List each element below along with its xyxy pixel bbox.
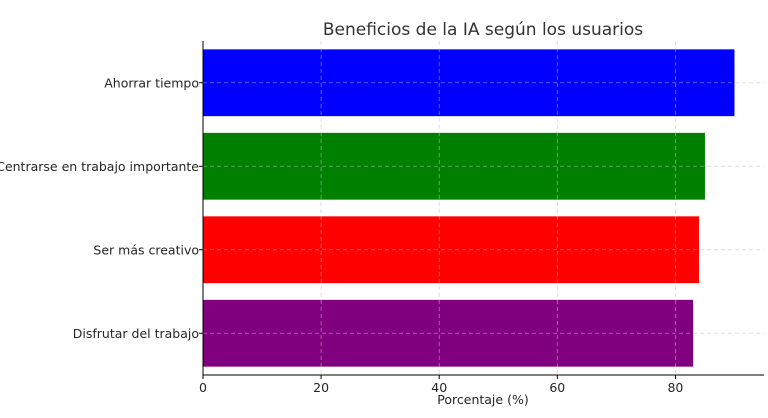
category-label: Ser más creativo xyxy=(93,242,199,257)
x-tick-label: 20 xyxy=(313,380,329,395)
x-axis-title: Porcentaje (%) xyxy=(437,392,528,407)
x-tick-label: 40 xyxy=(431,380,447,395)
bar xyxy=(203,132,705,200)
axes xyxy=(202,41,764,376)
x-ticks: 0 20 40 60 80 xyxy=(199,375,683,395)
category-label: Disfrutar del trabajo xyxy=(73,326,199,341)
chart-title: Beneficios de la IA según los usuarios xyxy=(323,20,643,40)
x-tick-label: 0 xyxy=(199,380,207,395)
x-tick-label: 80 xyxy=(667,380,683,395)
bars xyxy=(202,41,764,375)
category-label: Centrarse en trabajo importante xyxy=(0,159,199,174)
x-tick-label: 60 xyxy=(549,380,565,395)
category-label: Ahorrar tiempo xyxy=(104,75,199,90)
category-labels: Ahorrar tiempo Centrarse en trabajo impor… xyxy=(0,75,203,341)
